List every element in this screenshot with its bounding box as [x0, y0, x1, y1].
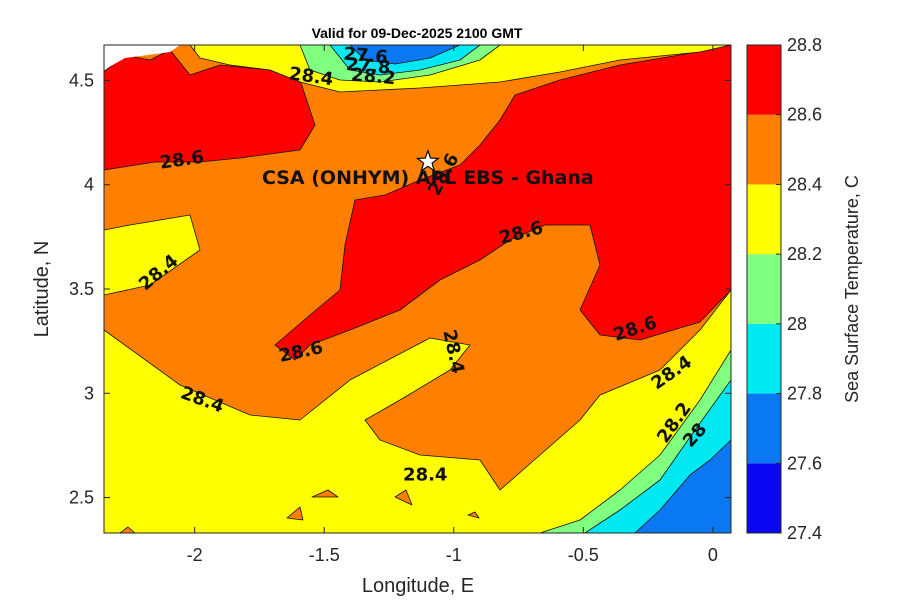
colorbar-tick-label: 27.8	[787, 384, 822, 404]
x-tick-label: -2	[187, 545, 203, 565]
x-tick-label: -0.5	[568, 545, 599, 565]
colorbar-tick-label: 28.6	[787, 105, 822, 125]
y-axis-title: Latitude, N	[31, 241, 53, 338]
site-marker: CSA (ONHYM) APL EBS - Ghana	[262, 149, 594, 189]
y-axis: 2.5 3 3.5 4 4.5	[69, 70, 731, 508]
region-sst-27.6-27.8-sw	[634, 439, 731, 533]
colorbar-tick-label: 28.2	[787, 244, 822, 264]
colorbar-swatch	[747, 323, 781, 394]
colorbar: 27.4 27.6 27.8 28 28.2 28.4 28.6 28.8	[746, 35, 822, 543]
contour-label: 27.8	[345, 54, 391, 79]
colorbar-swatch	[747, 254, 781, 324]
colorbar-swatch	[747, 393, 781, 464]
region-sst-28.4-28.6-islet-c	[394, 489, 413, 506]
contour-label: 28.4	[403, 465, 447, 486]
x-axis: -2 -1.5 -1 -0.5 0	[187, 45, 718, 565]
region-sst-28.4-28.6-islet-b	[286, 506, 304, 521]
x-tick-label: 0	[708, 545, 718, 565]
region-no-data-top-left	[104, 45, 180, 70]
x-axis-title: Longitude, E	[362, 575, 474, 597]
y-tick-label: 2.5	[69, 488, 94, 508]
x-tick-label: -1.5	[309, 545, 340, 565]
x-tick-label: -1	[446, 545, 462, 565]
plot-title: Valid for 09-Dec-2025 2100 GMT	[312, 25, 523, 41]
colorbar-swatch	[747, 184, 781, 255]
site-label: CSA (ONHYM) APL EBS - Ghana	[262, 167, 594, 189]
region-sst-28.4-28.6-islet-d	[467, 511, 480, 519]
region-sst-28.4-28.6-islet-a	[311, 489, 339, 498]
colorbar-frame	[746, 44, 782, 534]
contour-label: 27.6	[343, 44, 389, 69]
colorbar-swatch	[747, 45, 781, 115]
contour-map	[104, 45, 731, 533]
colorbar-swatch	[747, 114, 781, 185]
colorbar-title: Sea Surface Temperature, C	[842, 175, 862, 403]
y-tick-label: 3	[84, 383, 94, 403]
colorbar-tick-label: 28.4	[787, 174, 822, 194]
region-sst-27.6-27.8-top	[349, 45, 461, 65]
region-sst-28.4-28.6-islet-e	[119, 526, 136, 533]
y-tick-label: 4	[84, 175, 94, 195]
colorbar-tick-label: 27.4	[787, 523, 822, 543]
contour-label: 28.2	[350, 64, 396, 89]
region-sst-28.6-28.8-b	[274, 45, 731, 361]
star-icon	[415, 149, 440, 173]
colorbar-tick-label: 28	[787, 314, 807, 334]
colorbar-tick-label: 27.6	[787, 453, 822, 473]
colorbar-tick-label: 28.8	[787, 35, 822, 55]
colorbar-swatch	[747, 463, 781, 533]
y-tick-label: 4.5	[69, 70, 94, 90]
y-tick-label: 3.5	[69, 279, 94, 299]
